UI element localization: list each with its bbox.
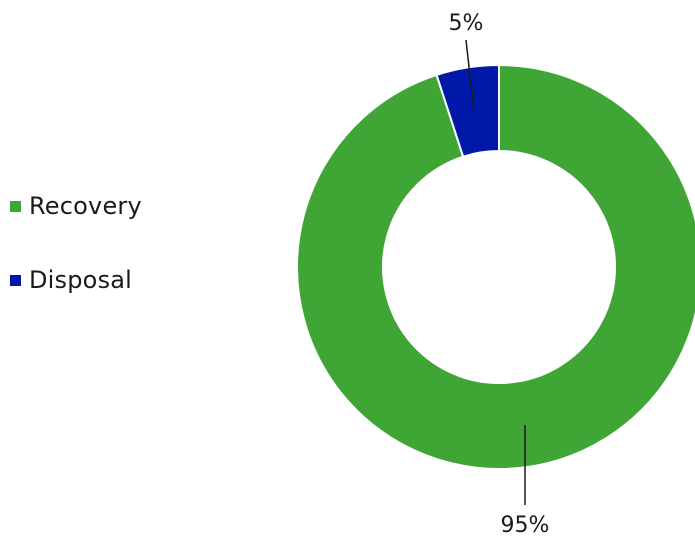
donut-slices <box>296 63 695 470</box>
slice-disposal <box>435 63 500 158</box>
data-label-recovery: 95% <box>501 513 550 538</box>
legend-swatch-recovery <box>10 200 21 212</box>
legend: Recovery Disposal <box>10 188 142 336</box>
legend-item-disposal: Disposal <box>10 262 142 298</box>
legend-label-recovery: Recovery <box>29 192 142 220</box>
legend-label-disposal: Disposal <box>29 266 133 294</box>
data-label-disposal: 5% <box>449 11 484 36</box>
legend-swatch-disposal <box>10 274 21 286</box>
slice-recovery <box>296 63 695 470</box>
legend-item-recovery: Recovery <box>10 188 142 224</box>
data-labels: 95% 5% <box>449 11 550 538</box>
leader-line-disposal <box>465 39 475 113</box>
leader-lines <box>465 39 526 505</box>
